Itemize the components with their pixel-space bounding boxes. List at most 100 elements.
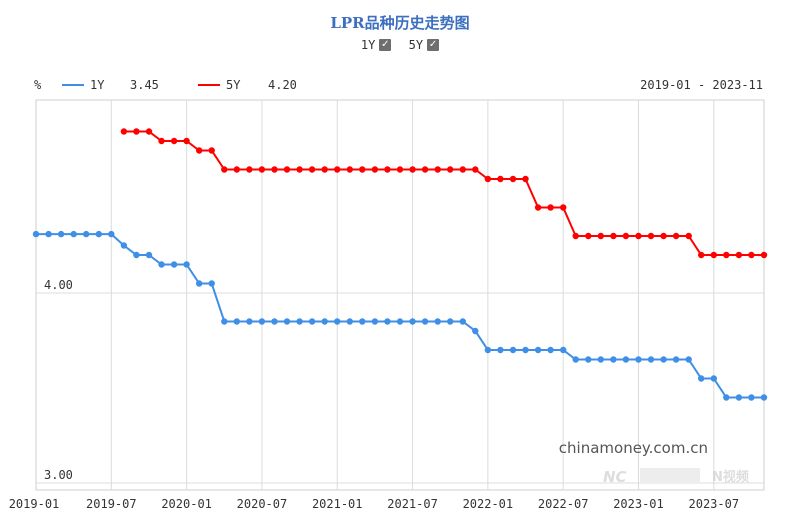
- data-point-1y[interactable]: [710, 375, 717, 382]
- data-point-5y[interactable]: [459, 166, 466, 173]
- data-point-1y[interactable]: [120, 242, 128, 249]
- data-point-1y[interactable]: [108, 230, 115, 238]
- data-point-5y[interactable]: [597, 232, 604, 240]
- data-point-5y[interactable]: [572, 232, 579, 240]
- data-point-1y[interactable]: [70, 230, 77, 238]
- data-point-5y[interactable]: [271, 166, 278, 173]
- toggle-1y[interactable]: 1Y ✓: [361, 38, 392, 52]
- data-point-1y[interactable]: [45, 230, 52, 238]
- data-point-5y[interactable]: [522, 175, 529, 183]
- data-point-5y[interactable]: [233, 166, 240, 173]
- legend-1y[interactable]: 1Y 3.45: [62, 78, 159, 92]
- data-point-1y[interactable]: [233, 318, 240, 325]
- data-point-1y[interactable]: [145, 251, 153, 259]
- data-point-5y[interactable]: [308, 166, 316, 173]
- data-point-5y[interactable]: [296, 166, 303, 173]
- data-point-1y[interactable]: [698, 375, 705, 382]
- data-point-1y[interactable]: [57, 230, 65, 238]
- data-point-5y[interactable]: [622, 232, 630, 240]
- data-point-5y[interactable]: [497, 175, 504, 183]
- data-point-5y[interactable]: [547, 204, 554, 211]
- data-point-1y[interactable]: [534, 346, 542, 354]
- data-point-5y[interactable]: [748, 251, 755, 259]
- data-point-5y[interactable]: [133, 128, 140, 135]
- data-point-1y[interactable]: [560, 346, 567, 354]
- data-point-1y[interactable]: [522, 346, 529, 354]
- data-point-1y[interactable]: [296, 318, 303, 325]
- data-point-5y[interactable]: [258, 166, 266, 173]
- data-point-5y[interactable]: [723, 251, 730, 259]
- data-point-1y[interactable]: [334, 318, 341, 325]
- legend-5y[interactable]: 5Y 4.20: [198, 78, 297, 92]
- data-point-5y[interactable]: [145, 128, 153, 135]
- data-point-1y[interactable]: [371, 318, 379, 325]
- checkbox-5y-icon[interactable]: ✓: [427, 39, 440, 51]
- data-point-1y[interactable]: [409, 318, 416, 325]
- data-point-1y[interactable]: [672, 356, 680, 363]
- data-point-1y[interactable]: [183, 261, 190, 268]
- data-point-1y[interactable]: [547, 346, 554, 354]
- data-point-5y[interactable]: [158, 137, 165, 145]
- data-point-5y[interactable]: [685, 232, 692, 240]
- checkbox-1y-icon[interactable]: ✓: [379, 39, 392, 51]
- data-point-5y[interactable]: [434, 166, 441, 173]
- data-point-1y[interactable]: [384, 318, 391, 325]
- data-point-5y[interactable]: [672, 232, 680, 240]
- data-point-1y[interactable]: [660, 356, 667, 363]
- data-point-1y[interactable]: [346, 318, 353, 325]
- data-point-1y[interactable]: [421, 318, 429, 325]
- data-point-1y[interactable]: [246, 318, 253, 325]
- data-point-5y[interactable]: [509, 175, 517, 183]
- data-point-5y[interactable]: [760, 251, 768, 259]
- data-point-1y[interactable]: [221, 318, 228, 325]
- data-point-5y[interactable]: [346, 166, 353, 173]
- data-point-1y[interactable]: [484, 346, 492, 354]
- data-point-1y[interactable]: [635, 356, 642, 363]
- data-point-5y[interactable]: [585, 232, 592, 240]
- data-point-5y[interactable]: [246, 166, 253, 173]
- data-point-5y[interactable]: [183, 137, 190, 145]
- data-point-1y[interactable]: [723, 394, 730, 401]
- data-point-5y[interactable]: [384, 166, 391, 173]
- data-point-1y[interactable]: [208, 280, 215, 287]
- data-point-1y[interactable]: [572, 356, 579, 363]
- data-point-1y[interactable]: [170, 261, 178, 268]
- data-point-1y[interactable]: [396, 318, 404, 325]
- data-point-1y[interactable]: [283, 318, 291, 325]
- data-point-1y[interactable]: [472, 327, 479, 335]
- data-point-5y[interactable]: [196, 147, 203, 154]
- data-point-5y[interactable]: [396, 166, 404, 173]
- data-point-5y[interactable]: [321, 166, 328, 173]
- data-point-1y[interactable]: [359, 318, 366, 325]
- data-point-5y[interactable]: [560, 204, 567, 211]
- data-point-1y[interactable]: [196, 280, 203, 287]
- data-point-5y[interactable]: [447, 166, 454, 173]
- data-point-5y[interactable]: [409, 166, 416, 173]
- data-point-5y[interactable]: [120, 128, 128, 135]
- data-point-1y[interactable]: [760, 394, 768, 401]
- data-point-1y[interactable]: [597, 356, 604, 363]
- data-point-1y[interactable]: [509, 346, 517, 354]
- data-point-5y[interactable]: [334, 166, 341, 173]
- data-point-1y[interactable]: [83, 230, 90, 238]
- data-point-5y[interactable]: [710, 251, 717, 259]
- data-point-5y[interactable]: [472, 166, 479, 173]
- data-point-5y[interactable]: [283, 166, 291, 173]
- data-point-5y[interactable]: [698, 251, 705, 259]
- data-point-1y[interactable]: [459, 318, 466, 325]
- data-point-5y[interactable]: [421, 166, 429, 173]
- data-point-1y[interactable]: [585, 356, 592, 363]
- toggle-5y[interactable]: 5Y ✓: [409, 38, 440, 52]
- data-point-5y[interactable]: [660, 232, 667, 240]
- data-point-5y[interactable]: [534, 204, 542, 211]
- data-point-5y[interactable]: [359, 166, 366, 173]
- data-point-5y[interactable]: [635, 232, 642, 240]
- data-point-1y[interactable]: [308, 318, 316, 325]
- data-point-1y[interactable]: [321, 318, 328, 325]
- data-point-5y[interactable]: [371, 166, 379, 173]
- data-point-5y[interactable]: [221, 166, 228, 173]
- data-point-1y[interactable]: [271, 318, 278, 325]
- data-point-1y[interactable]: [95, 230, 103, 238]
- data-point-1y[interactable]: [497, 346, 504, 354]
- data-point-5y[interactable]: [735, 251, 743, 259]
